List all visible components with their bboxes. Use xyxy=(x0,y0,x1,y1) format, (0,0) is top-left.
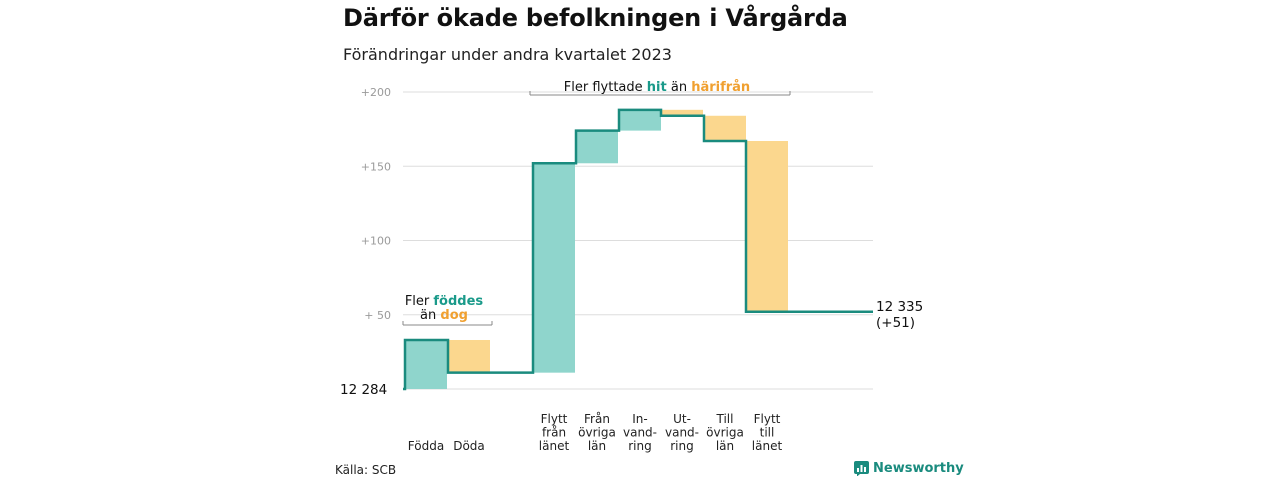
y-tick-label: +200 xyxy=(361,86,391,99)
category-label: Flytt xyxy=(754,412,781,426)
annotation-migration-text: Fler flyttade hit än härifrån xyxy=(564,80,750,95)
category-label: från xyxy=(542,426,566,440)
annotation-births-line1: Fler föddes xyxy=(405,294,484,309)
y-tick-label: +100 xyxy=(361,235,391,248)
annotation-births-line2: än dog xyxy=(420,308,468,323)
end-value-label: 12 335 xyxy=(876,299,923,315)
y-tick-label: + 50 xyxy=(364,309,391,322)
annotation-migration-bracket xyxy=(529,91,791,96)
chart-subtitle: Förändringar under andra kvartalet 2023 xyxy=(343,45,672,64)
newsworthy-icon xyxy=(854,461,869,476)
waterfall-bar xyxy=(661,109,703,116)
annotation-births-bracket xyxy=(402,321,493,326)
waterfall-bar xyxy=(746,141,788,312)
step-line-layer xyxy=(403,108,873,391)
waterfall-bar xyxy=(533,163,575,373)
category-label: Döda xyxy=(453,439,485,453)
step-line xyxy=(403,108,873,391)
category-label: länet xyxy=(539,439,570,453)
chart-title: Därför ökade befolkningen i Vårgårda xyxy=(343,4,848,32)
category-label: län xyxy=(588,439,606,453)
grid-layer: + 50 +100 +150 +200 xyxy=(361,86,873,390)
category-label: länet xyxy=(752,439,783,453)
waterfall-bar xyxy=(448,339,490,373)
end-change-label: (+51) xyxy=(876,315,915,331)
labels-layer: Födda DödaFlyttfrånlänetFrånövrigalänIn-v… xyxy=(408,412,783,453)
annotation-migration: Fler flyttade hit än härifrån xyxy=(529,80,791,96)
category-label: övriga xyxy=(706,426,744,440)
source-note: Källa: SCB xyxy=(335,463,397,477)
category-label: vand- xyxy=(665,426,699,440)
brand-name: Newsworthy xyxy=(873,461,964,476)
bars-layer xyxy=(405,109,788,389)
waterfall-bar xyxy=(576,130,618,164)
category-label: ring xyxy=(670,439,694,453)
category-label: övriga xyxy=(578,426,616,440)
waterfall-bar xyxy=(619,109,661,131)
category-label: vand- xyxy=(623,426,657,440)
category-label: In- xyxy=(632,412,647,426)
category-label: Från xyxy=(584,412,610,426)
category-label: ring xyxy=(628,439,652,453)
waterfall-bar xyxy=(405,339,447,389)
category-label: län xyxy=(716,439,734,453)
category-label: till xyxy=(760,426,775,440)
brand-logo[interactable]: Newsworthy xyxy=(854,461,964,476)
category-label: Till xyxy=(716,412,734,426)
category-label: Födda xyxy=(408,439,444,453)
category-label: Flytt xyxy=(541,412,568,426)
waterfall-bar xyxy=(704,115,746,142)
y-tick-label: +150 xyxy=(361,160,391,173)
start-value-label: 12 284 xyxy=(340,382,387,398)
category-label: Ut- xyxy=(673,412,691,426)
annotation-births: Fler föddes än dog xyxy=(402,294,493,326)
